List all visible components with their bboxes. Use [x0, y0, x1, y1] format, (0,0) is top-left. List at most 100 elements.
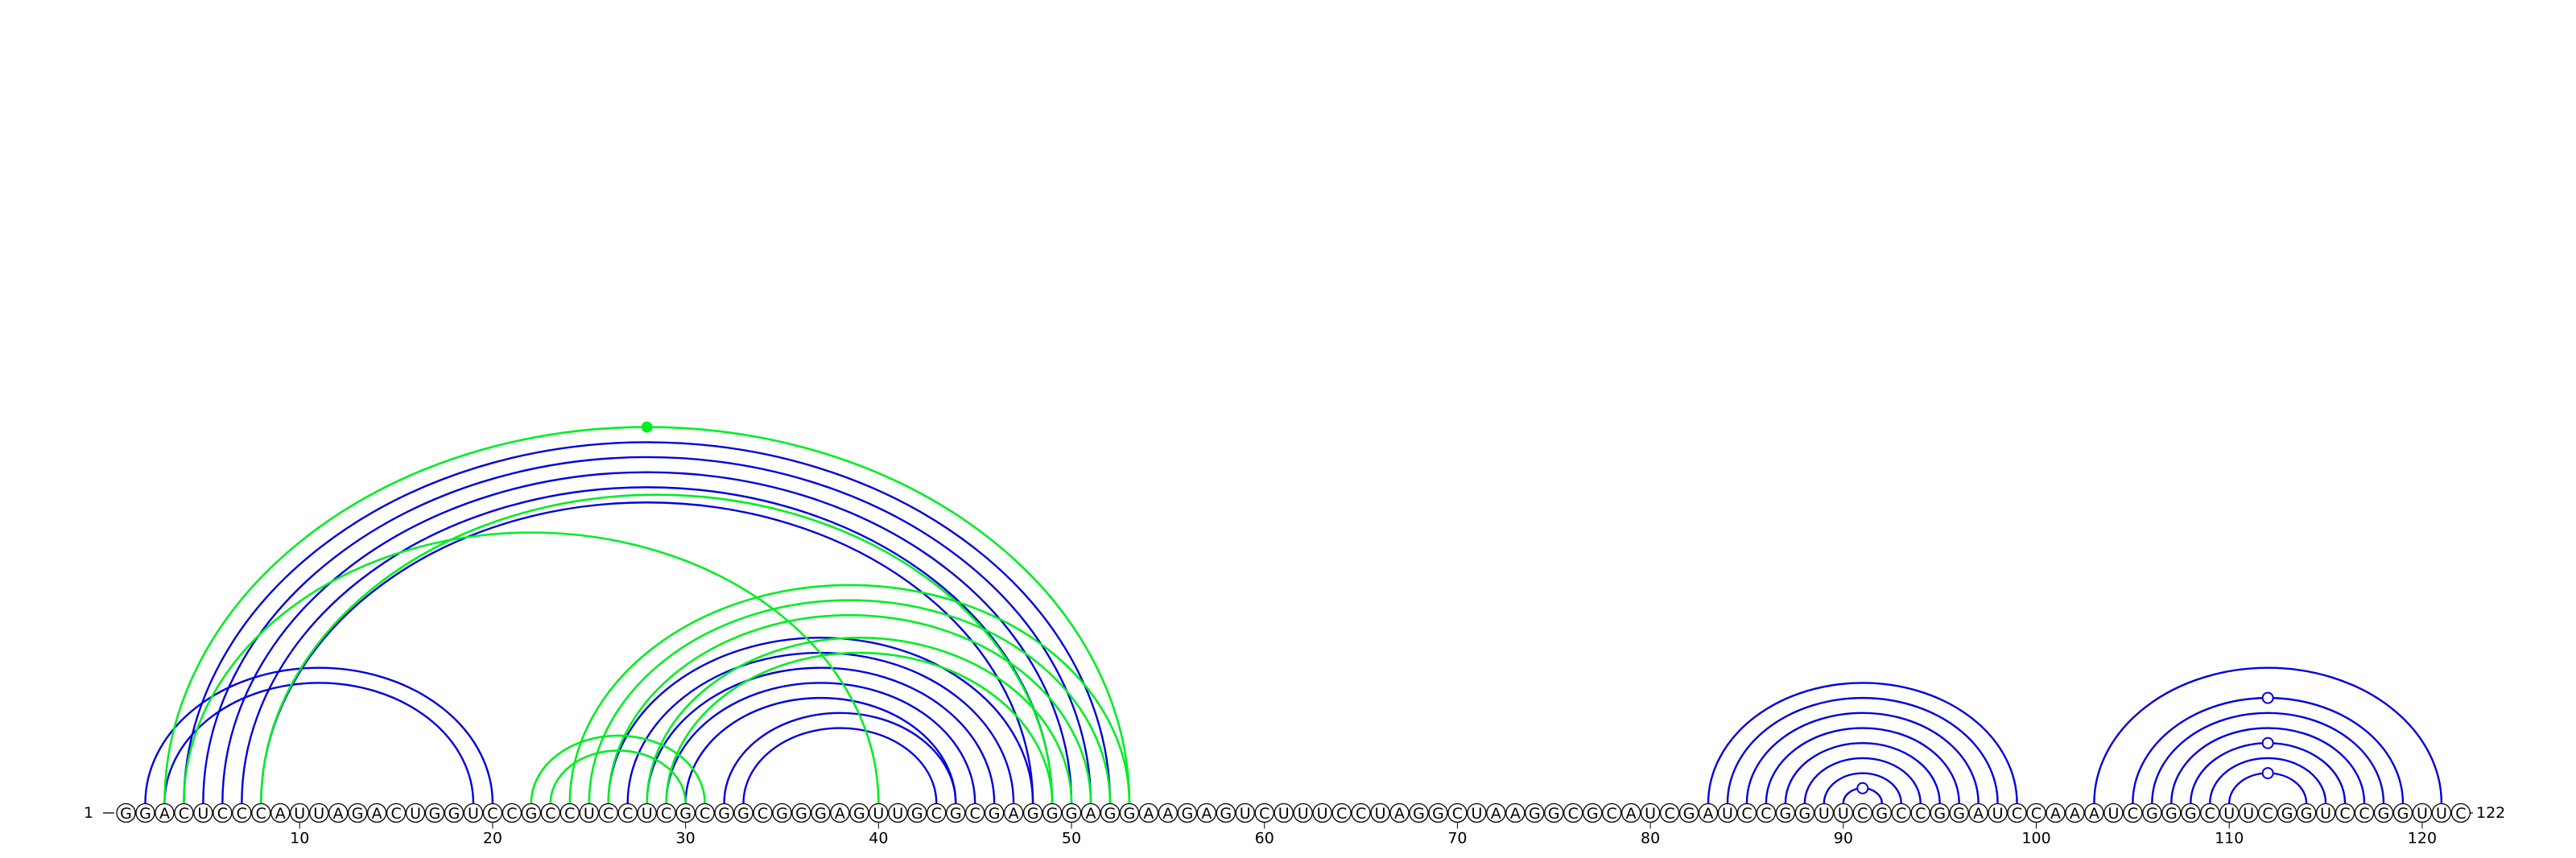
arc-blue-89-93 — [1823, 772, 1902, 804]
nucleotide-letter: G — [2281, 805, 2293, 823]
nucleotide-circle — [985, 802, 1005, 823]
nucleotide-81: C — [1659, 802, 1680, 823]
arc-blue-32-44 — [723, 712, 957, 804]
nucleotide-62: U — [1293, 802, 1313, 823]
nucleotide-letter: C — [1857, 805, 1868, 823]
nucleotide-4: C — [174, 802, 194, 823]
nucleotide-letter: C — [1664, 805, 1674, 823]
nucleotide-circle — [1525, 802, 1545, 823]
nucleotide-14: A — [366, 802, 387, 823]
nucleotide-86: C — [1756, 802, 1777, 823]
nucleotide-91: C — [1852, 802, 1872, 823]
nucleotide-9: A — [270, 802, 291, 823]
nucleotide-94: C — [1910, 802, 1930, 823]
nucleotide-letter: C — [970, 805, 980, 823]
nucleotide-119: G — [2392, 802, 2413, 823]
nucleotide-letter: U — [1992, 805, 2004, 823]
nucleotide-38: A — [830, 802, 850, 823]
nucleotide-69: G — [1428, 802, 1448, 823]
nucleotide-letter: U — [2107, 805, 2119, 823]
nucleotide-92: G — [1872, 802, 1892, 823]
nucleotide-circle — [2007, 802, 2027, 823]
nucleotide-circle — [2065, 802, 2085, 823]
nucleotide-letter: C — [1741, 805, 1752, 823]
nucleotide-circle — [1177, 802, 1197, 823]
arc-green-24-53 — [568, 584, 1131, 804]
nucleotide-letter: G — [2146, 805, 2158, 823]
nucleotide-letter: G — [1413, 805, 1425, 823]
nucleotide-circle — [656, 802, 676, 823]
nucleotide-circle — [463, 802, 484, 823]
nucleotide-88: G — [1794, 802, 1815, 823]
nucleotide-67: A — [1389, 802, 1410, 823]
nucleotide-89: U — [1814, 802, 1835, 823]
nucleotide-letter: G — [718, 805, 730, 823]
nucleotide-circle — [733, 802, 753, 823]
nucleotide-63: U — [1312, 802, 1332, 823]
nucleotide-letter: C — [1259, 805, 1269, 823]
nucleotide-45: C — [965, 802, 985, 823]
nucleotide-letter: U — [1818, 805, 1830, 823]
nucleotide-circle — [270, 802, 291, 823]
nucleotide-circle — [1736, 802, 1757, 823]
nucleotide-53: G — [1119, 802, 1140, 823]
nucleotide-circle — [2200, 802, 2220, 823]
nucleotide-letter: G — [139, 805, 151, 823]
nucleotide-letter: G — [1027, 805, 1039, 823]
nucleotide-13: G — [347, 802, 368, 823]
nucleotide-circle — [366, 802, 387, 823]
nucleotide-letter: C — [2263, 805, 2273, 823]
nucleotide-letter: U — [1838, 805, 1849, 823]
arc-marker-3-53 — [641, 421, 653, 433]
nucleotide-letter: G — [815, 805, 827, 823]
tick-label-80: 80 — [1641, 830, 1660, 848]
nucleotide-letter: G — [1953, 805, 1965, 823]
nucleotide-letter: C — [1336, 805, 1347, 823]
nucleotide-circle — [155, 802, 175, 823]
nucleotide-circle — [2084, 802, 2104, 823]
nucleotide-letter: G — [1529, 805, 1541, 823]
nucleotide-circle — [1428, 802, 1448, 823]
nucleotide-letter: U — [642, 805, 653, 823]
nucleotide-circle — [1910, 802, 1930, 823]
nucleotide-7: C — [232, 802, 252, 823]
nucleotide-121: U — [2431, 802, 2452, 823]
tick-label-90: 90 — [1834, 830, 1853, 848]
axis-layer: 1 122 10 20 30 40 50 60 70 80 90 100 110 120 — [84, 804, 2505, 848]
nucleotide-circle — [1814, 802, 1835, 823]
nucleotide-56: G — [1177, 802, 1197, 823]
nucleotide-circle — [2142, 802, 2162, 823]
nucleotide-circle — [1042, 802, 1063, 823]
nucleotide-106: G — [2142, 802, 2162, 823]
nucleotide-letter: C — [603, 805, 613, 823]
nucleotide-letter: C — [1568, 805, 1579, 823]
nucleotide-letter: G — [679, 805, 691, 823]
nucleotide-letter: G — [1799, 805, 1811, 823]
tick-label-30: 30 — [676, 830, 696, 848]
nucleotide-circle — [791, 802, 811, 823]
nucleotide-letter: G — [1220, 805, 1232, 823]
nucleotide-26: C — [598, 802, 618, 823]
arc-green-29-49 — [665, 651, 1054, 804]
nucleotide-letter: C — [1896, 805, 1906, 823]
nucleotide-70: C — [1447, 802, 1468, 823]
nucleotide-circle — [502, 802, 522, 823]
nucleotide-letter: A — [1626, 805, 1637, 823]
nucleotide-71: U — [1467, 802, 1487, 823]
nucleotide-letter: A — [333, 805, 344, 823]
nucleotide-letter: C — [758, 805, 768, 823]
nucleotide-letter: U — [1298, 805, 1309, 823]
arc-blue-83-99 — [1707, 682, 2018, 804]
nucleotide-letter: U — [1471, 805, 1482, 823]
arc-green-28-50 — [646, 637, 1073, 804]
nucleotide-letter: U — [2436, 805, 2447, 823]
nucleotide-circle — [482, 802, 503, 823]
nucleotide-54: A — [1138, 802, 1159, 823]
nucleotide-letter: G — [1181, 805, 1193, 823]
nucleotide-51: A — [1080, 802, 1101, 823]
nucleotide-72: A — [1486, 802, 1506, 823]
nucleotide-circle — [1293, 802, 1313, 823]
nucleotide-84: U — [1717, 802, 1738, 823]
nucleotide-82: G — [1678, 802, 1699, 823]
nucleotide-letter: G — [1780, 805, 1792, 823]
